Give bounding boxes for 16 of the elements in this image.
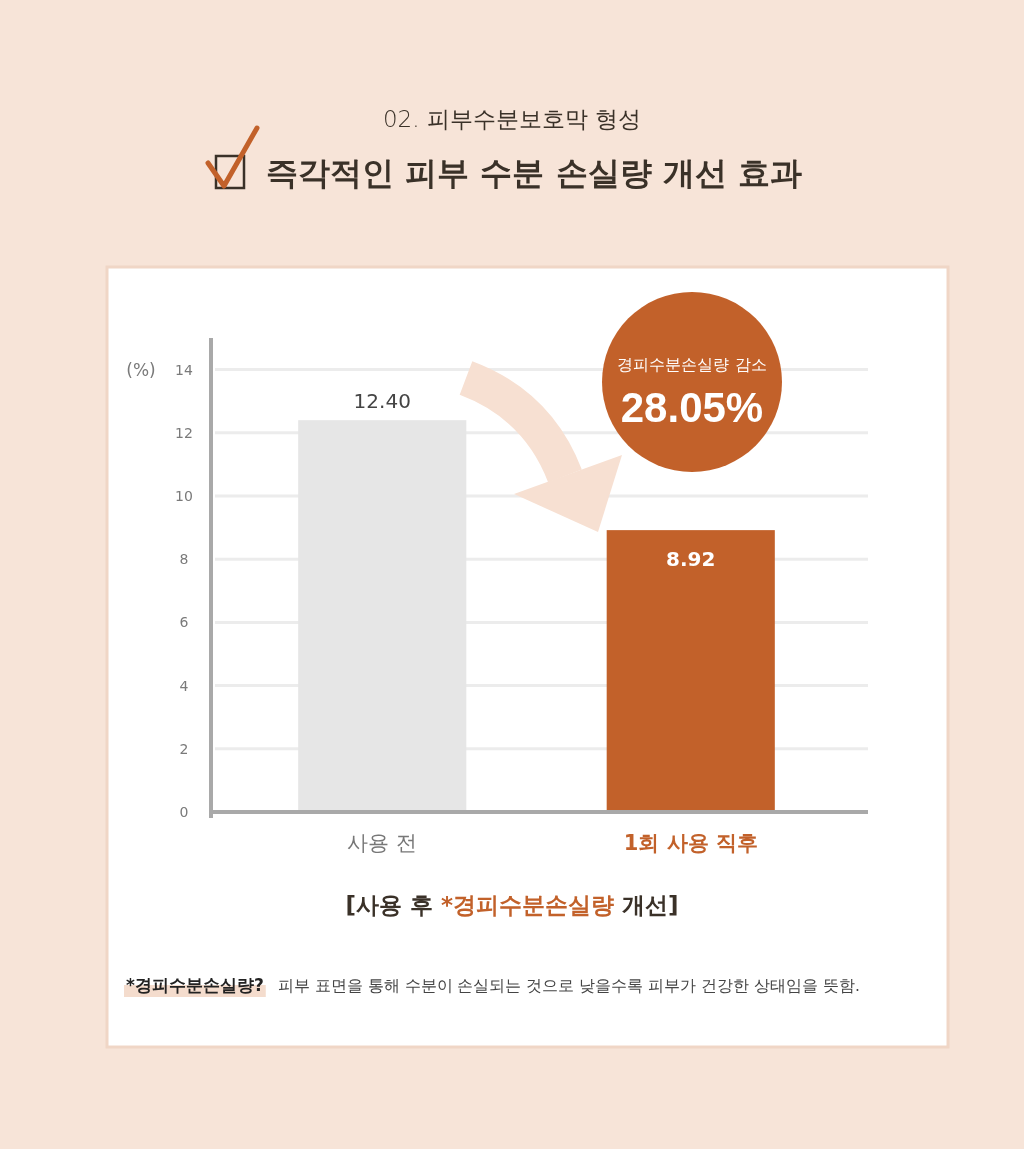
annotation: *경피수분손실량? xyxy=(126,975,264,995)
annotation: 경피수분손실량 감소 xyxy=(617,355,767,374)
y-tick-label: 0 xyxy=(179,804,189,820)
title: 즉각적인 피부 수분 손실량 개선 효과 xyxy=(266,154,802,192)
annotation: 피부 표면을 통해 수분이 손실되는 것으로 낮을수록 피부가 건강한 상태임을 뜻함. xyxy=(277,977,860,995)
y-tick-label: 10 xyxy=(175,488,193,504)
ylabel: (%) xyxy=(126,359,156,380)
y-tick-label: 12 xyxy=(175,424,193,441)
xlabel: [사용 후 *경피수분손실량 개선] xyxy=(345,892,679,918)
y-tick-label: 8 xyxy=(179,551,189,568)
y-tick-label: 2 xyxy=(179,740,189,757)
subtitle: 02. 피부수분보호막 형성 xyxy=(382,106,642,132)
y-tick-label: 4 xyxy=(179,677,189,694)
y-tick-label: 6 xyxy=(179,614,189,631)
annotation: 28.05% xyxy=(620,384,764,431)
y-tick-label: 14 xyxy=(175,361,193,378)
